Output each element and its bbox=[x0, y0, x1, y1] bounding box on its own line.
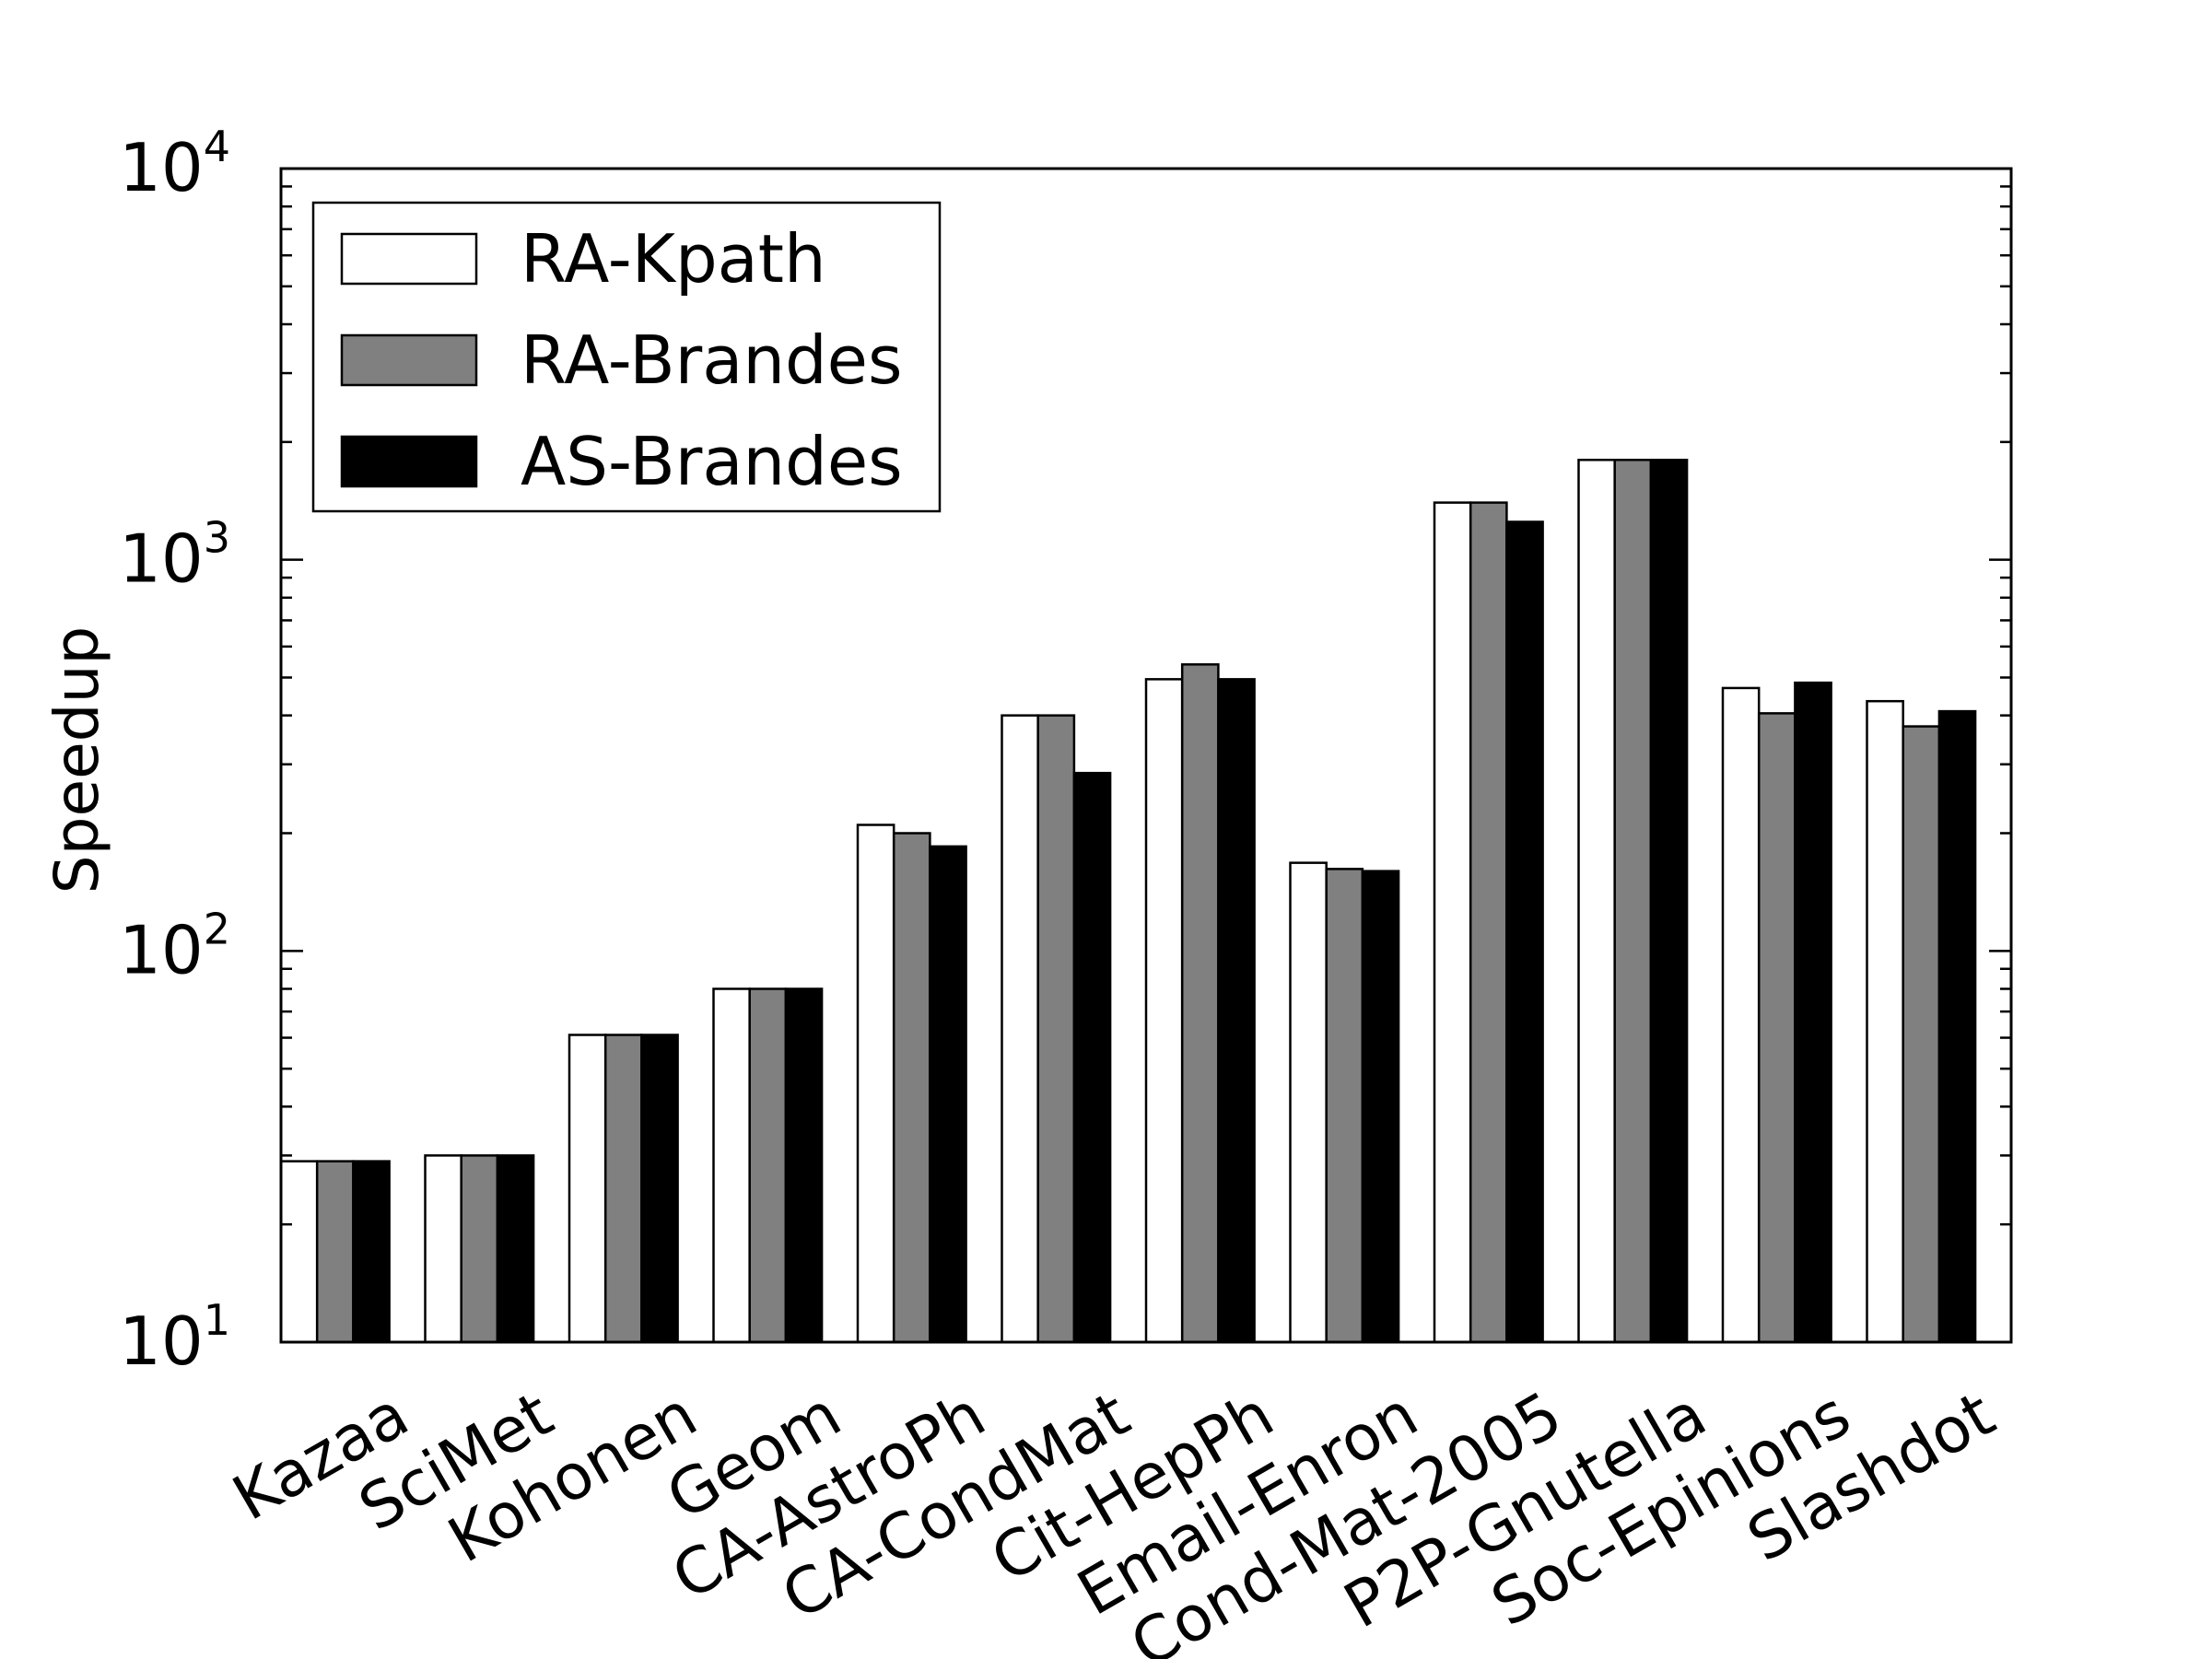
bar-ra-brandes-cond-mat-2005 bbox=[1469, 501, 1508, 1344]
bar-ra-brandes-kohonen bbox=[603, 1034, 643, 1344]
bar-ra-brandes-p2p-gnutella bbox=[1613, 459, 1653, 1344]
bar-ra-kpath-soc-epinions bbox=[1721, 686, 1761, 1344]
y-tick-label: 102 bbox=[119, 904, 230, 988]
y-tick-exponent: 3 bbox=[204, 513, 230, 563]
y-tick-exponent: 1 bbox=[204, 1295, 230, 1345]
y-tick-label: 101 bbox=[119, 1295, 230, 1380]
bar-ra-kpath-geom bbox=[712, 987, 751, 1344]
y-axis-title: Speedup bbox=[41, 626, 112, 894]
legend-swatch-ra-brandes bbox=[340, 333, 478, 387]
bar-ra-brandes-scimet bbox=[460, 1154, 499, 1344]
y-tick-base: 10 bbox=[119, 129, 204, 206]
y-tick-label: 104 bbox=[119, 122, 230, 206]
bar-ra-kpath-ca-astroph bbox=[856, 824, 895, 1344]
legend-label-ra-kpath: RA-Kpath bbox=[521, 220, 826, 298]
y-tick-base: 10 bbox=[119, 520, 204, 598]
bars-layer bbox=[279, 459, 1977, 1344]
bar-as-brandes-soc-epinions bbox=[1794, 681, 1832, 1344]
bar-ra-kpath-p2p-gnutella bbox=[1577, 459, 1616, 1344]
bar-ra-kpath-kazaa bbox=[279, 1160, 319, 1344]
bar-ra-kpath-scimet bbox=[424, 1154, 462, 1344]
bar-as-brandes-kohonen bbox=[640, 1034, 679, 1344]
bar-ra-brandes-kazaa bbox=[315, 1160, 355, 1344]
y-tick-exponent: 2 bbox=[204, 904, 230, 953]
bar-as-brandes-slashdot bbox=[1937, 709, 1977, 1344]
bar-ra-brandes-geom bbox=[748, 987, 788, 1344]
bar-as-brandes-ca-astroph bbox=[929, 845, 967, 1344]
bar-ra-kpath-email-enron bbox=[1289, 861, 1328, 1344]
bar-as-brandes-scimet bbox=[496, 1154, 535, 1344]
bar-ra-brandes-cit-hepph bbox=[1180, 663, 1220, 1344]
bar-ra-kpath-cond-mat-2005 bbox=[1433, 501, 1472, 1344]
y-tick-label: 103 bbox=[119, 513, 230, 598]
bar-ra-brandes-slashdot bbox=[1902, 725, 1941, 1344]
y-ticks bbox=[281, 185, 2011, 1344]
bar-ra-brandes-ca-condmat bbox=[1036, 714, 1076, 1344]
y-tick-base: 10 bbox=[119, 1303, 204, 1380]
legend-label-ra-brandes: RA-Brandes bbox=[521, 321, 902, 399]
legend: RA-Kpath RA-Brandes AS-Brandes bbox=[311, 201, 942, 513]
bar-as-brandes-ca-condmat bbox=[1072, 771, 1112, 1344]
bar-as-brandes-geom bbox=[784, 987, 824, 1344]
bar-ra-kpath-ca-condmat bbox=[1001, 714, 1039, 1344]
bar-ra-brandes-soc-epinions bbox=[1757, 712, 1797, 1344]
bar-as-brandes-email-enron bbox=[1361, 870, 1400, 1344]
bar-ra-brandes-email-enron bbox=[1325, 868, 1364, 1344]
bar-ra-kpath-kohonen bbox=[568, 1034, 607, 1344]
legend-label-as-brandes: AS-Brandes bbox=[521, 423, 903, 500]
bar-as-brandes-kazaa bbox=[352, 1160, 391, 1344]
y-tick-exponent: 4 bbox=[204, 122, 230, 171]
bar-as-brandes-cond-mat-2005 bbox=[1505, 520, 1544, 1344]
bar-as-brandes-p2p-gnutella bbox=[1649, 459, 1689, 1344]
bar-as-brandes-cit-hepph bbox=[1217, 678, 1256, 1344]
bar-ra-kpath-cit-hepph bbox=[1144, 678, 1184, 1344]
legend-swatch-as-brandes bbox=[340, 435, 478, 488]
plot-frame bbox=[279, 167, 2013, 1344]
bar-ra-brandes-ca-astroph bbox=[892, 832, 931, 1344]
y-tick-base: 10 bbox=[119, 911, 204, 988]
legend-swatch-ra-kpath bbox=[340, 232, 478, 286]
x-tick-labels: KazaaSciMetKohonenGeomCA-AstroPhCA-CondM… bbox=[221, 1378, 2007, 1659]
bar-ra-kpath-slashdot bbox=[1866, 699, 1904, 1344]
